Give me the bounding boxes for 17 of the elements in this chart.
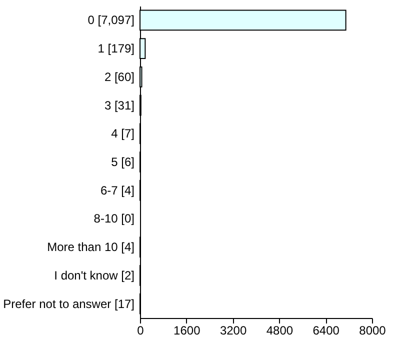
- y-tick-label: Prefer not to answer [17]: [3, 296, 134, 311]
- x-tick-label: 6400: [312, 324, 340, 338]
- x-tick-label: 1600: [174, 324, 201, 338]
- x-tick-label: 8000: [359, 324, 386, 338]
- y-tick-label: 5 [6]: [111, 155, 134, 169]
- y-tick-label: 1 [179]: [98, 42, 134, 56]
- y-tick-label: 3 [31]: [104, 98, 134, 112]
- x-tick-label: 3200: [220, 324, 247, 338]
- y-tick-label: More than 10 [4]: [47, 240, 134, 254]
- x-tick-label: 0: [137, 324, 144, 338]
- y-tick-label: I don't know [2]: [54, 268, 134, 282]
- y-tick-label: 0 [7,097]: [88, 13, 134, 28]
- y-tick-label: 2 [60]: [104, 70, 134, 84]
- x-tick-label: 4800: [266, 324, 294, 338]
- y-tick-label: 8-10 [0]: [94, 212, 134, 226]
- y-tick-label: 4 [7]: [111, 126, 134, 141]
- y-tick-label: 6-7 [4]: [100, 183, 134, 198]
